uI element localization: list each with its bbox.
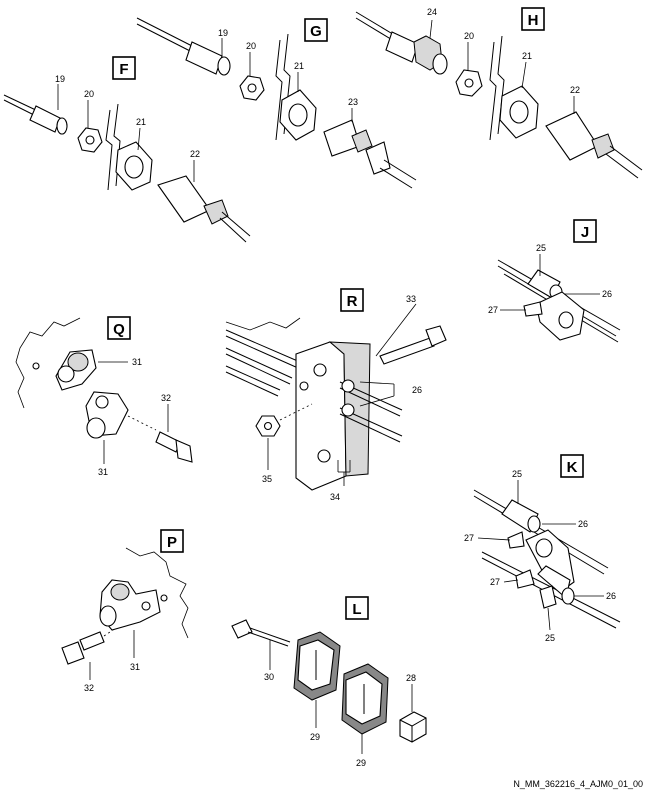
view-label-k: K: [560, 454, 584, 478]
part-number-25: 25: [545, 633, 555, 643]
part-number-27: 27: [488, 305, 498, 315]
nut-35: [255, 415, 281, 437]
part-number-30: 30: [264, 672, 274, 682]
part-number-26: 26: [602, 289, 612, 299]
view-r: R 26: [225, 288, 447, 502]
svg-text:K: K: [567, 459, 578, 476]
svg-text:Q: Q: [113, 321, 125, 338]
part-number-26: 26: [412, 385, 422, 395]
lower-clip-25: [537, 565, 575, 609]
view-label-f: F: [112, 56, 136, 80]
connector-22: [545, 111, 615, 161]
view-label-q: Q: [107, 316, 131, 340]
svg-text:F: F: [119, 61, 128, 78]
lock-nut-20: [77, 127, 103, 153]
double-clip-25: [527, 269, 585, 341]
bracket-21: [279, 89, 317, 141]
bracket-21: [499, 85, 539, 139]
bolt-33: [379, 325, 447, 365]
upper-clip-25: [501, 499, 541, 533]
view-label-j: J: [573, 219, 597, 243]
grommet-29-lower: [341, 663, 389, 735]
view-l: L 30 28 29 29: [231, 596, 427, 768]
part-number-27: 27: [464, 533, 474, 543]
part-number-27: 27: [490, 577, 500, 587]
part-number-32: 32: [84, 683, 94, 693]
part-number-20: 20: [464, 31, 474, 41]
bolt-32: [61, 631, 105, 665]
part-number-26: 26: [606, 591, 616, 601]
view-label-h: H: [521, 7, 545, 31]
svg-text:G: G: [310, 23, 322, 40]
p-clip-31-upper: [55, 349, 97, 391]
view-f: F 19 20 21 22: [3, 56, 251, 243]
part-number-35: 35: [262, 474, 272, 484]
part-number-31: 31: [130, 662, 140, 672]
part-number-31: 31: [132, 357, 142, 367]
view-k: K 25 26 27 27 26 25: [464, 454, 621, 643]
part-number-31: 31: [98, 467, 108, 477]
svg-text:J: J: [581, 224, 589, 241]
part-number-22: 22: [570, 85, 580, 95]
part-number-33: 33: [406, 294, 416, 304]
cable-tie-30: [231, 619, 291, 647]
part-number-20: 20: [246, 41, 256, 51]
part-number-20: 20: [84, 89, 94, 99]
svg-text:R: R: [347, 293, 358, 310]
view-j: J 25 26 27: [488, 219, 621, 343]
insert-28: [399, 711, 427, 743]
view-g: G 19 20 21 23: [136, 17, 417, 189]
part-number-21: 21: [294, 61, 304, 71]
part-number-25: 25: [512, 469, 522, 479]
part-number-25: 25: [536, 243, 546, 253]
union-nut-19: [29, 105, 68, 135]
part-number-32: 32: [161, 393, 171, 403]
view-h: H 24 20 21 22: [355, 7, 643, 179]
grommet-29-upper: [293, 631, 341, 701]
lock-nut-20: [239, 75, 265, 101]
view-label-l: L: [345, 596, 369, 620]
p-clip-31-lower: [85, 391, 129, 439]
svg-text:H: H: [528, 12, 539, 29]
part-number-22: 22: [190, 149, 200, 159]
svg-text:L: L: [352, 601, 361, 618]
view-label-r: R: [340, 288, 364, 312]
p-clip-31: [99, 579, 161, 631]
view-q: Q 31 32 31: [15, 316, 193, 477]
part-number-19: 19: [55, 74, 65, 84]
view-p: P 31 32: [61, 529, 189, 693]
reference-code: N_MM_362216_4_AJM0_01_00: [513, 779, 643, 789]
view-label-p: P: [160, 529, 184, 553]
bracket-21: [115, 141, 153, 191]
part-number-21: 21: [136, 117, 146, 127]
part-number-29: 29: [356, 758, 366, 768]
lock-nut-20: [455, 69, 483, 97]
bolt-32: [155, 431, 193, 463]
part-number-24: 24: [427, 7, 437, 17]
part-number-26: 26: [578, 519, 588, 529]
view-label-g: G: [304, 18, 328, 42]
part-number-29: 29: [310, 732, 320, 742]
part-number-34: 34: [330, 492, 340, 502]
part-number-19: 19: [218, 28, 228, 38]
connector-23: [323, 119, 391, 175]
bulkhead-union-24: [385, 31, 448, 75]
part-number-28: 28: [406, 673, 416, 683]
union-nut-19: [185, 41, 231, 76]
part-number-21: 21: [522, 51, 532, 61]
part-number-23: 23: [348, 97, 358, 107]
svg-text:P: P: [167, 534, 177, 551]
connector-22: [157, 175, 229, 225]
